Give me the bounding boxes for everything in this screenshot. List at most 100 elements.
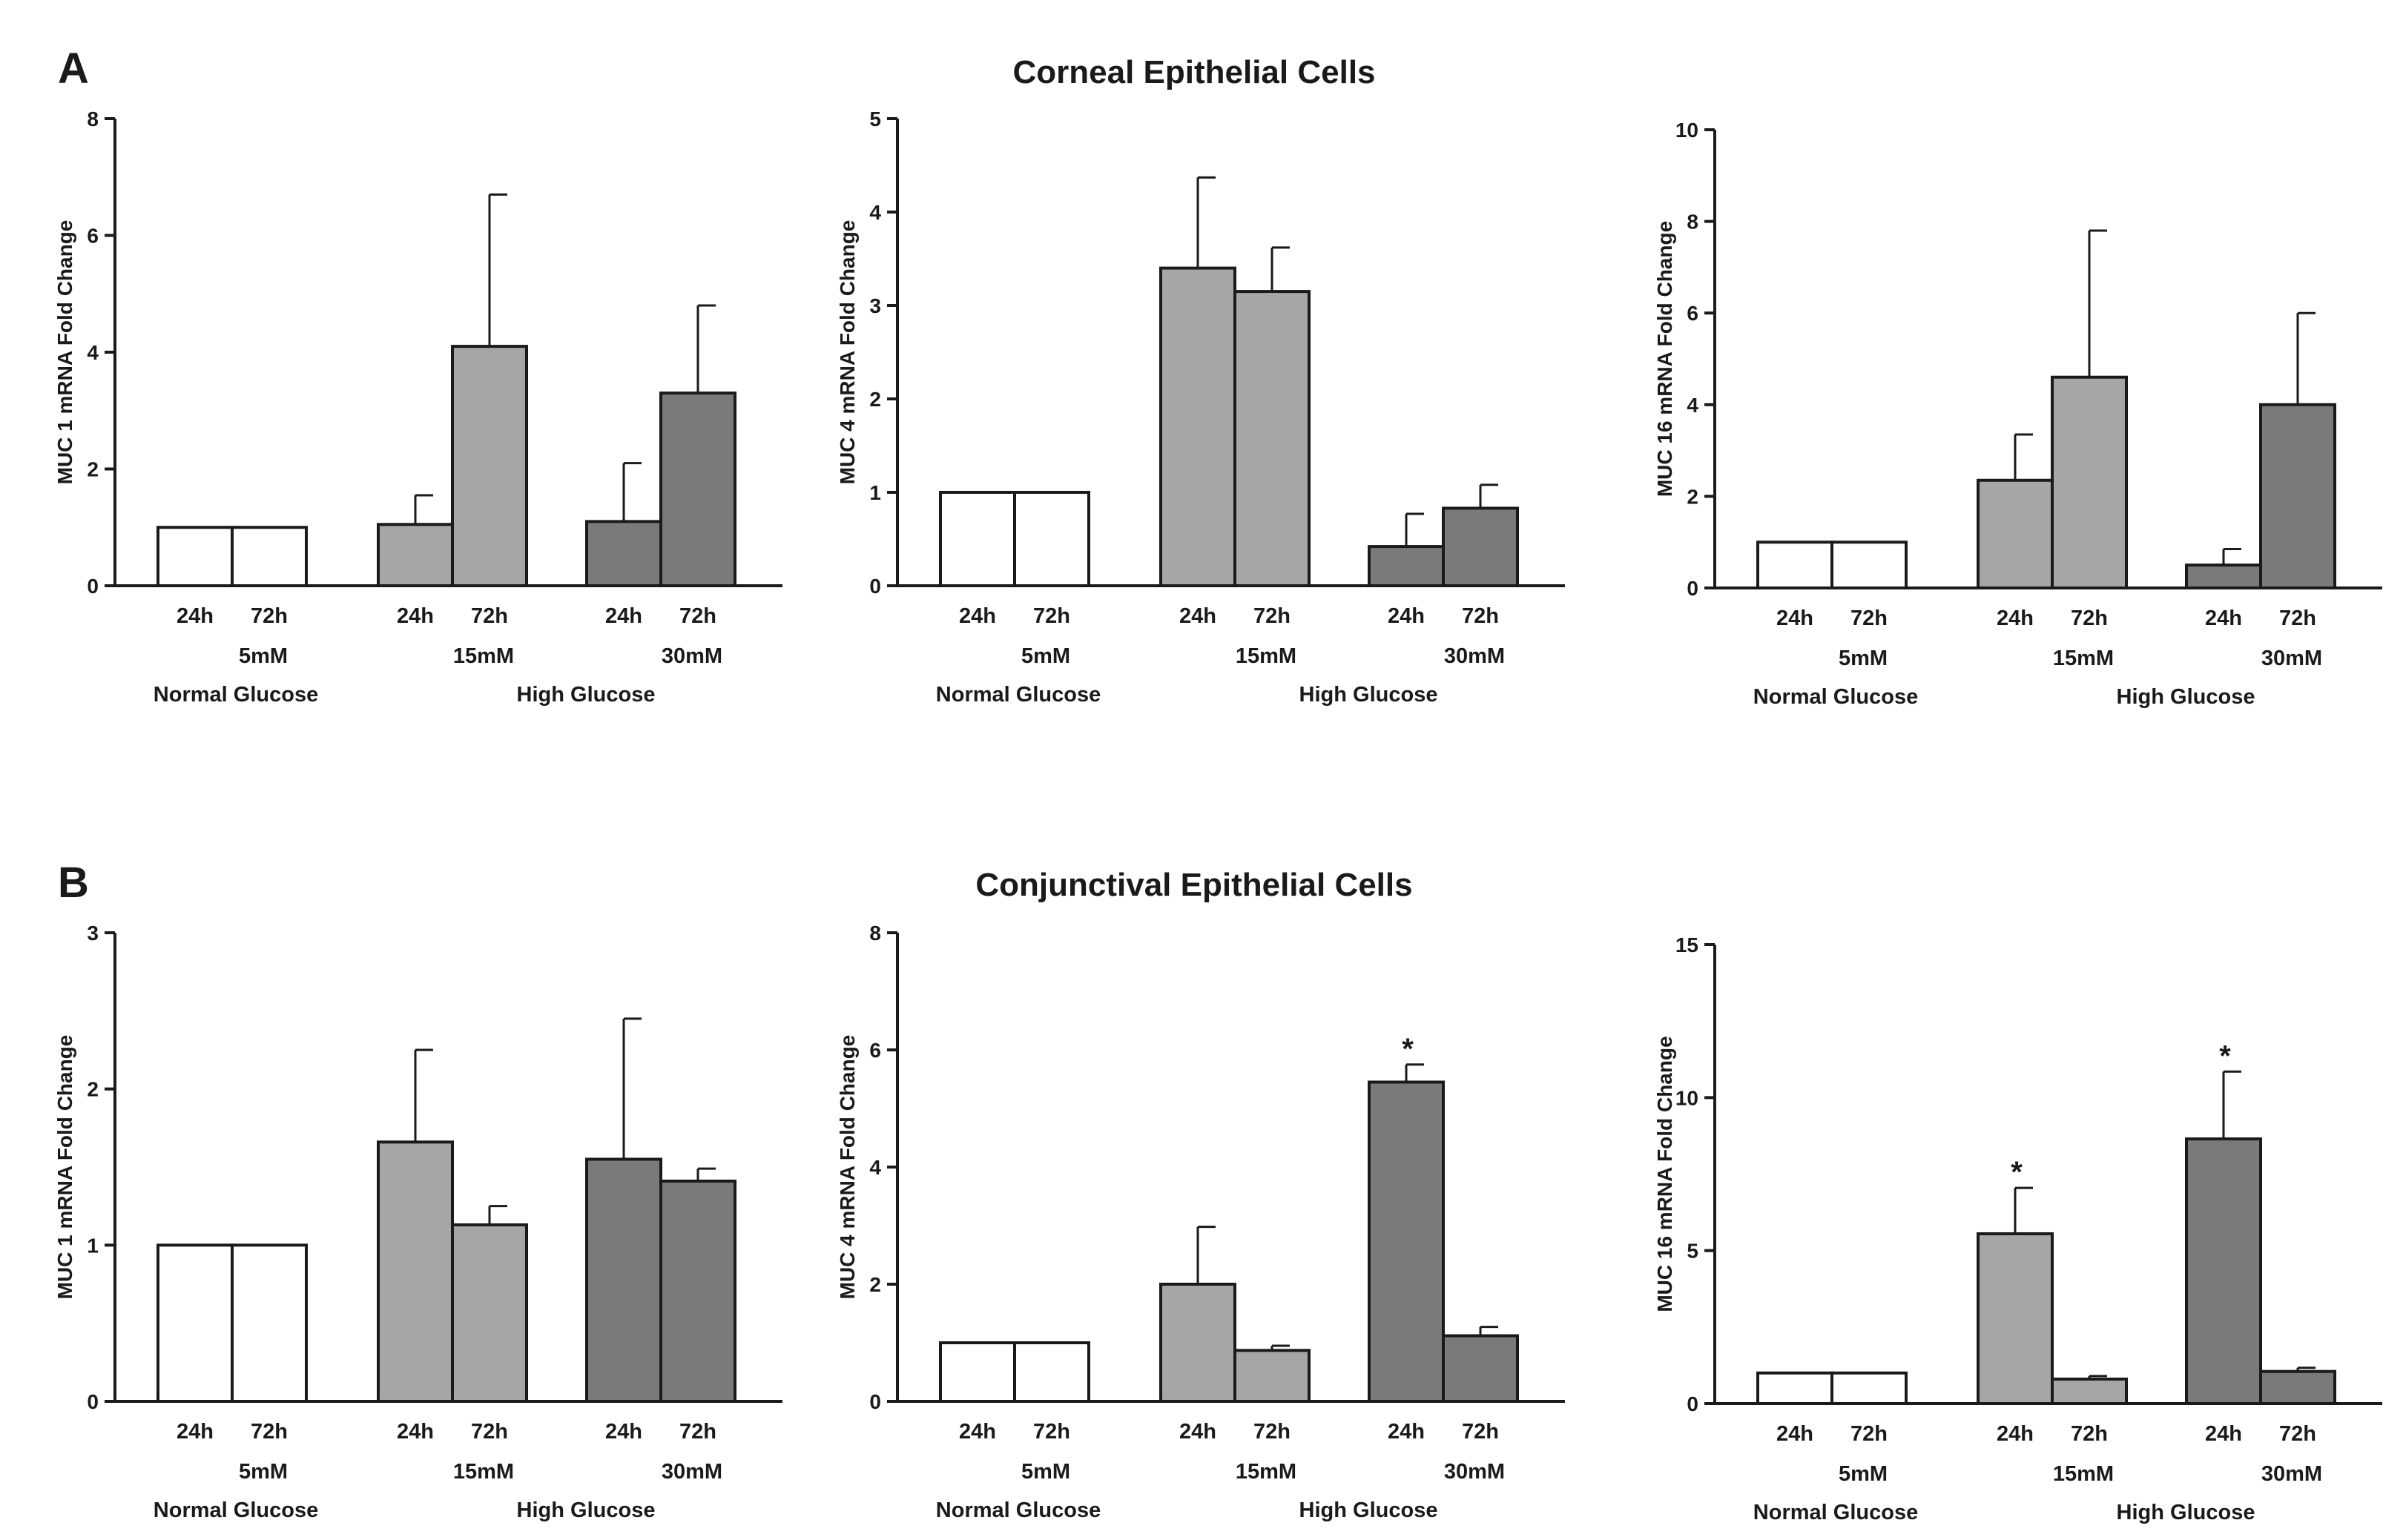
- condition-label: Normal Glucose: [1753, 685, 1918, 709]
- x-tick-label: 72h: [2071, 607, 2108, 630]
- x-tick-label: 24h: [397, 604, 434, 628]
- bar-30mm-24h: [2185, 1137, 2262, 1405]
- bar-15mm-24h: [377, 1140, 454, 1403]
- x-tick-label: 24h: [1997, 607, 2034, 630]
- group-label: 15mM: [1236, 1460, 1296, 1484]
- x-tick-label: 72h: [1253, 1420, 1291, 1444]
- bar-30mm-72h: [2259, 403, 2336, 589]
- y-tick-label: 0: [869, 1390, 881, 1413]
- bar-15mm-72h: [1233, 1349, 1311, 1404]
- group-label: 5mM: [239, 1460, 288, 1484]
- condition-label: Normal Glucose: [154, 683, 318, 707]
- row-b-title: Conjunctival Epithelial Cells: [975, 867, 1412, 903]
- x-tick-label: 24h: [177, 604, 214, 628]
- bar-30mm-72h: [1442, 1334, 1519, 1404]
- condition-label: High Glucose: [517, 683, 656, 707]
- bar-30mm-72h: [659, 391, 736, 587]
- group-label: 15mM: [2053, 647, 2114, 670]
- x-tick-label: 72h: [679, 604, 716, 628]
- y-tick-label: 2: [1687, 485, 1698, 508]
- group-label: 5mM: [239, 644, 288, 668]
- y-axis-label: MUC 4 mRNA Fold Change: [836, 220, 859, 485]
- y-tick-label: 1: [869, 481, 881, 504]
- bar-30mm-24h: [585, 520, 662, 587]
- condition-label: High Glucose: [2117, 685, 2255, 709]
- group-label: 15mM: [453, 1460, 514, 1484]
- bar-15mm-24h: [377, 523, 454, 587]
- group-label: 15mM: [2053, 1462, 2114, 1486]
- bar-5mm-24h: [1756, 1371, 1833, 1405]
- group-label: 5mM: [1021, 1460, 1070, 1484]
- x-tick-label: 72h: [1850, 607, 1888, 630]
- bar-15mm-72h: [451, 1223, 528, 1403]
- bar-5mm-24h: [1756, 541, 1833, 590]
- condition-label: High Glucose: [1299, 1498, 1438, 1522]
- significance-marker: *: [2219, 1040, 2231, 1072]
- chart-panel-a-1: 0 2 4 6 8 MUC 1 mRNA Fold Change 24h 72h 5mM 24h 7…: [53, 108, 782, 707]
- y-axis-label: MUC 1 mRNA Fold Change: [53, 220, 76, 485]
- group-label: 30mM: [662, 644, 722, 668]
- y-tick-label: 10: [1675, 1086, 1698, 1109]
- x-tick-label: 24h: [2205, 1422, 2242, 1446]
- y-tick-label: 1: [87, 1234, 99, 1257]
- y-tick-label: 2: [87, 458, 99, 481]
- bar-5mm-24h: [156, 526, 234, 587]
- y-tick-label: 3: [87, 922, 99, 945]
- bar-15mm-72h: [451, 345, 528, 587]
- x-tick-label: 72h: [1850, 1422, 1888, 1446]
- y-tick-label: 10: [1675, 119, 1698, 142]
- group-label: 5mM: [1839, 1462, 1888, 1486]
- x-tick-label: 24h: [2205, 607, 2242, 630]
- y-tick-label: 4: [869, 201, 881, 224]
- y-tick-label: 0: [87, 575, 99, 598]
- y-axis-label: MUC 16 mRNA Fold Change: [1653, 221, 1676, 497]
- x-tick-label: 72h: [1033, 1420, 1070, 1444]
- bar-30mm-24h: [1368, 1080, 1445, 1403]
- bar-30mm-72h: [1442, 506, 1519, 587]
- bar-15mm-24h: [1159, 1283, 1236, 1403]
- chart-panel-b-1: 0 1 2 3 MUC 1 mRNA Fold Change 24h 72h 5mM 24h 72…: [53, 922, 782, 1522]
- x-tick-label: 24h: [1179, 604, 1216, 628]
- chart-panel-a-3: 0 2 4 6 8 10 MUC 16 mRNA Fold Change 24h 72h 5mM 2…: [1653, 119, 2382, 709]
- y-tick-label: 4: [869, 1156, 881, 1179]
- bar-15mm-72h: [1233, 290, 1311, 587]
- y-axis-label: MUC 16 mRNA Fold Change: [1653, 1036, 1676, 1312]
- bar-30mm-24h: [2185, 564, 2262, 589]
- x-tick-label: 72h: [1462, 604, 1499, 628]
- bar-15mm-24h: [1977, 1232, 2054, 1405]
- row-a-title: Corneal Epithelial Cells: [1012, 54, 1375, 90]
- x-tick-label: 72h: [251, 604, 288, 628]
- bar-15mm-72h: [2051, 375, 2128, 589]
- x-tick-label: 24h: [1388, 604, 1425, 628]
- x-tick-label: 24h: [177, 1420, 214, 1444]
- group-label: 5mM: [1021, 644, 1070, 668]
- y-tick-label: 15: [1675, 933, 1698, 956]
- significance-marker: *: [1402, 1033, 1414, 1065]
- y-tick-label: 8: [869, 922, 881, 945]
- condition-label: High Glucose: [2117, 1501, 2255, 1524]
- x-tick-label: 24h: [959, 1420, 996, 1444]
- x-tick-label: 24h: [1997, 1422, 2034, 1446]
- bar-5mm-72h: [231, 526, 308, 587]
- condition-label: Normal Glucose: [936, 683, 1101, 707]
- x-tick-label: 24h: [397, 1420, 434, 1444]
- y-tick-label: 6: [1687, 302, 1698, 325]
- x-tick-label: 72h: [2279, 607, 2316, 630]
- bar-30mm-24h: [1368, 545, 1445, 588]
- y-tick-label: 4: [1687, 394, 1698, 417]
- x-tick-label: 72h: [1462, 1420, 1499, 1444]
- condition-label: Normal Glucose: [1753, 1501, 1918, 1524]
- bar-15mm-72h: [2051, 1377, 2128, 1406]
- chart-panel-b-2: 0 2 4 6 8 MUC 4 mRNA Fold Change 24h 72h 5mM 24h 7…: [836, 922, 1565, 1522]
- x-tick-label: 24h: [1776, 1422, 1813, 1446]
- x-tick-label: 72h: [2071, 1422, 2108, 1446]
- y-tick-label: 6: [87, 225, 99, 248]
- x-tick-label: 72h: [2279, 1422, 2316, 1446]
- y-tick-label: 5: [869, 108, 881, 130]
- chart-panel-a-2: 0 1 2 3 4 5 MUC 4 mRNA Fold Change 24h 72h 5mM 24h…: [836, 108, 1565, 707]
- group-label: 30mM: [662, 1460, 722, 1484]
- bar-5mm-72h: [1830, 541, 1908, 590]
- significance-marker: *: [2011, 1156, 2023, 1189]
- chart-panels: 0 2 4 6 8 MUC 1 mRNA Fold Change 24h 72h 5mM 24h 7…: [53, 108, 2382, 1524]
